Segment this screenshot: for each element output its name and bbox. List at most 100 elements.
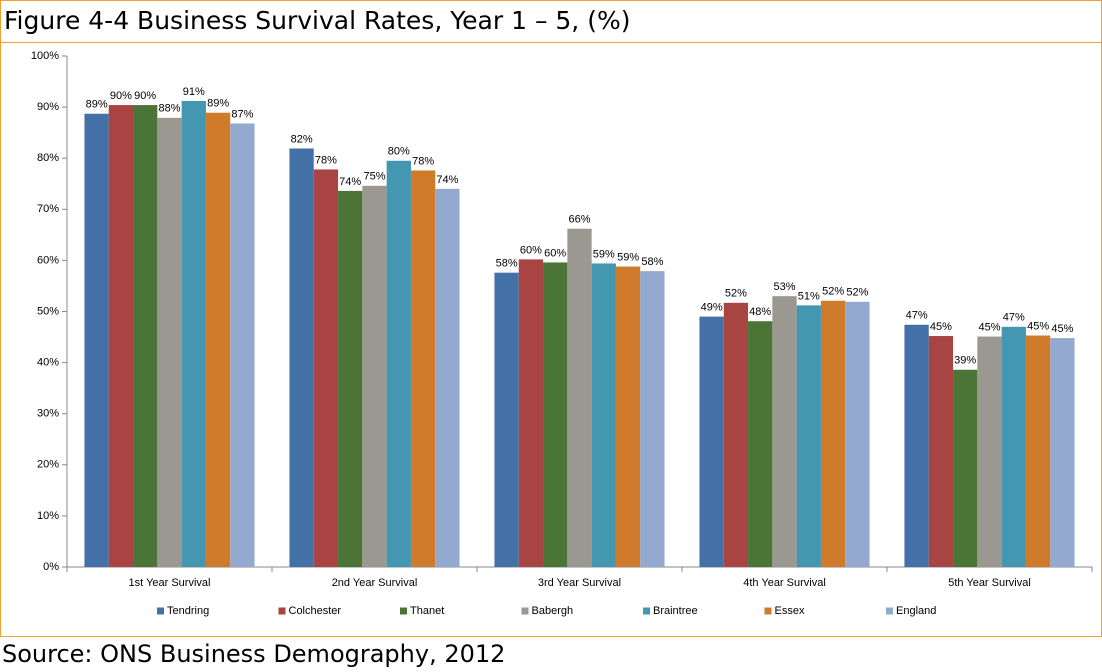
bar bbox=[1001, 326, 1026, 567]
data-label: 52% bbox=[725, 288, 747, 300]
data-label: 39% bbox=[954, 355, 976, 367]
legend-swatch bbox=[157, 607, 164, 615]
bar bbox=[928, 336, 954, 567]
legend-swatch bbox=[643, 607, 650, 615]
legend-swatch bbox=[764, 607, 772, 615]
data-label: 60% bbox=[544, 247, 566, 259]
data-label: 45% bbox=[1051, 323, 1073, 335]
bar bbox=[386, 160, 411, 567]
bar bbox=[181, 100, 206, 567]
data-label: 59% bbox=[617, 251, 639, 263]
data-label: 60% bbox=[520, 244, 542, 256]
y-tick-label: 50% bbox=[37, 305, 59, 317]
y-tick-label: 30% bbox=[37, 408, 59, 420]
data-label: 47% bbox=[1003, 312, 1025, 324]
data-label: 47% bbox=[906, 310, 928, 322]
title-rule bbox=[0, 42, 1102, 43]
y-tick-label: 60% bbox=[37, 254, 59, 266]
bar bbox=[953, 369, 978, 567]
bar bbox=[845, 301, 870, 567]
data-label: 91% bbox=[183, 86, 205, 98]
data-label: 52% bbox=[822, 286, 844, 298]
legend-swatch bbox=[886, 607, 893, 615]
bar bbox=[904, 324, 929, 567]
chart-title: Figure 4-4 Business Survival Rates, Year… bbox=[4, 6, 631, 35]
data-label: 89% bbox=[86, 99, 108, 111]
bar bbox=[1050, 338, 1075, 567]
legend-label: Colchester bbox=[289, 605, 342, 617]
data-label: 48% bbox=[749, 306, 771, 318]
bar bbox=[84, 113, 109, 568]
y-tick-label: 70% bbox=[37, 203, 59, 215]
bar bbox=[133, 105, 158, 567]
data-label: 78% bbox=[412, 155, 434, 167]
x-tick-label: 2nd Year Survival bbox=[332, 577, 418, 589]
bar bbox=[410, 170, 436, 567]
data-label: 89% bbox=[207, 98, 229, 110]
data-label: 52% bbox=[846, 287, 868, 299]
bar bbox=[157, 117, 182, 568]
data-label: 45% bbox=[978, 321, 1000, 333]
data-label: 80% bbox=[388, 146, 410, 158]
data-label: 59% bbox=[593, 248, 615, 260]
data-label: 88% bbox=[158, 103, 180, 115]
bar bbox=[313, 169, 339, 567]
x-tick-label: 5th Year Survival bbox=[948, 577, 1031, 589]
legend-label: Thanet bbox=[410, 605, 444, 617]
data-label: 51% bbox=[798, 290, 820, 302]
y-tick-label: 100% bbox=[31, 50, 59, 62]
data-label: 58% bbox=[496, 258, 518, 270]
data-label: 90% bbox=[134, 90, 156, 102]
legend-label: Braintree bbox=[653, 605, 698, 617]
y-tick-label: 20% bbox=[37, 459, 59, 471]
x-tick-label: 1st Year Survival bbox=[129, 577, 211, 589]
legend-swatch bbox=[400, 607, 407, 615]
bar bbox=[494, 272, 519, 567]
y-tick-label: 10% bbox=[37, 510, 59, 522]
source-note: Source: ONS Business Demography, 2012 bbox=[2, 640, 506, 668]
bar bbox=[820, 300, 846, 567]
legend-swatch bbox=[278, 607, 286, 615]
bar bbox=[567, 228, 592, 567]
data-label: 90% bbox=[110, 90, 132, 102]
bar bbox=[205, 112, 231, 567]
bar bbox=[338, 190, 363, 568]
data-label: 58% bbox=[641, 256, 663, 268]
chart: 0% 10% 20% 30% 40% 50% 60% 70% 80% 90% 100% 1st Yea… bbox=[31, 50, 1093, 617]
bar bbox=[1025, 335, 1051, 567]
bar bbox=[615, 266, 641, 567]
y-tick-label: 0% bbox=[43, 561, 59, 573]
data-label: 78% bbox=[315, 154, 337, 166]
bar bbox=[362, 185, 387, 567]
bar bbox=[723, 302, 749, 567]
bar bbox=[748, 321, 773, 567]
data-label: 49% bbox=[701, 302, 723, 314]
y-tick-label: 80% bbox=[37, 152, 59, 164]
bar bbox=[772, 296, 797, 567]
bar bbox=[699, 316, 724, 567]
data-label: 45% bbox=[930, 321, 952, 333]
data-label: 74% bbox=[339, 176, 361, 188]
bar bbox=[289, 148, 314, 567]
legend-swatch bbox=[521, 607, 529, 615]
legend-label: Babergh bbox=[532, 605, 574, 617]
bar bbox=[435, 188, 460, 568]
data-label: 75% bbox=[363, 171, 385, 183]
y-tick-label: 90% bbox=[37, 101, 59, 113]
bar bbox=[518, 259, 544, 567]
legend-label: Essex bbox=[775, 605, 805, 617]
bar bbox=[796, 305, 821, 567]
data-label: 74% bbox=[436, 174, 458, 186]
x-tick-label: 3rd Year Survival bbox=[538, 577, 621, 589]
legend-label: Tendring bbox=[167, 605, 209, 617]
legend-label: England bbox=[896, 605, 936, 617]
bar bbox=[543, 262, 568, 567]
data-label: 66% bbox=[568, 214, 590, 226]
data-label: 53% bbox=[773, 281, 795, 293]
data-label: 82% bbox=[291, 133, 313, 145]
bar bbox=[977, 336, 1002, 567]
data-label: 45% bbox=[1027, 320, 1049, 332]
y-tick-label: 40% bbox=[37, 357, 59, 369]
bar bbox=[108, 105, 134, 567]
